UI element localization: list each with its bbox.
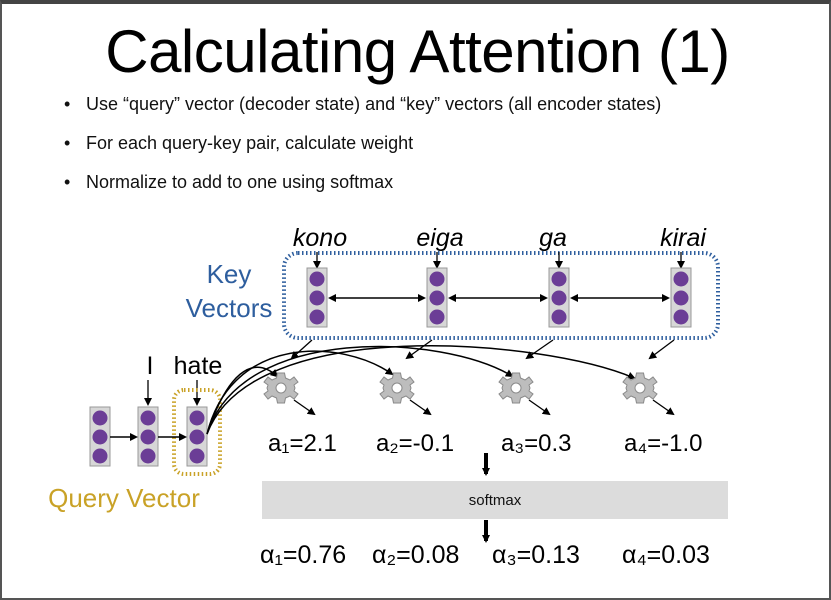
gear-icon [379, 372, 415, 404]
bullet-item: Normalize to add to one using softmax [64, 172, 661, 211]
gear-icon [263, 372, 299, 404]
gear-icon [498, 372, 534, 404]
key-word-ga: ga [539, 224, 567, 252]
query-token-i: I [147, 352, 154, 380]
bullet-item: For each query-key pair, calculate weigh… [64, 133, 661, 172]
key-vectors-label-line2: Vectors [186, 293, 273, 323]
softmax-bar [262, 481, 728, 519]
alpha-3: α₃=0.13 [492, 541, 580, 569]
query-vector-label: Query Vector [48, 483, 200, 513]
key-vector-kono [306, 267, 328, 328]
key-word-kono: kono [293, 224, 347, 252]
score-a4: a₄=-1.0 [624, 430, 703, 457]
bullet-list: Use “query” vector (decoder state) and “… [64, 94, 661, 211]
score-a2: a₂=-0.1 [376, 430, 454, 457]
slide-title: Calculating Attention (1) [105, 18, 730, 85]
key-vector-ga [548, 267, 570, 328]
key-vectors-box [282, 251, 720, 340]
gear-icon [622, 372, 658, 404]
decoder-vector-1 [89, 406, 111, 467]
alpha-1: α₁=0.76 [260, 541, 346, 569]
attention-diagram: kono eiga ga kirai Key Ve [48, 224, 728, 569]
bullet-item: Use “query” vector (decoder state) and “… [64, 94, 661, 133]
key-word-kirai: kirai [660, 224, 707, 252]
key-vectors-label-line1: Key [207, 259, 252, 289]
score-a1: a₁=2.1 [268, 430, 337, 457]
key-vector-eiga [426, 267, 448, 328]
key-word-eiga: eiga [416, 224, 463, 252]
key-vector-kirai [670, 267, 692, 328]
query-token-hate: hate [174, 352, 223, 380]
alpha-4: α₄=0.03 [622, 541, 710, 569]
alpha-2: α₂=0.08 [372, 541, 459, 569]
decoder-vector-2 [137, 406, 159, 467]
decoder-vector-3 [186, 406, 208, 467]
score-a3: a₃=0.3 [501, 430, 572, 457]
softmax-label: softmax [469, 492, 522, 509]
query-vector-box [172, 388, 222, 476]
